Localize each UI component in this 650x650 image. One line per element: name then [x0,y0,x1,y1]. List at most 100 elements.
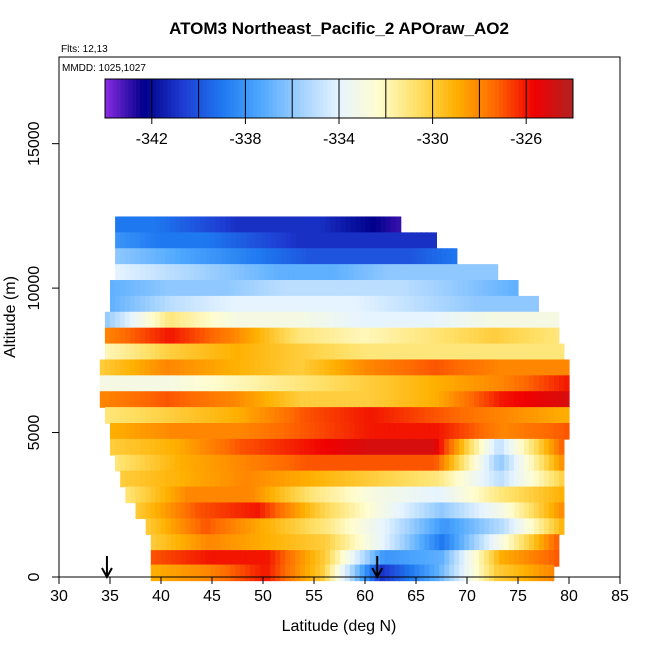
heatmap-cell-r2-52 [376,248,383,265]
heatmap-cell-r15-24 [234,454,241,472]
heatmap-cell-r19-48 [384,518,391,535]
heatmap-cell-r20-48 [389,534,396,551]
heatmap-cell-r9-92 [559,359,565,377]
heatmap-cell-r20-28 [290,534,296,551]
heatmap-cell-r1-59 [411,232,417,249]
heatmap-cell-r13-6 [139,423,146,440]
heatmap-cell-r11-64 [419,391,425,408]
heatmap-cell-r2-48 [356,248,362,265]
heatmap-cell-r11-86 [529,391,535,408]
heatmap-cell-r9-22 [209,359,216,377]
heatmap-cell-r12-17 [189,407,196,424]
heatmap-cell-r3-12 [174,264,181,281]
colorbar-segment [483,79,488,118]
heatmap-cell-r8-73 [469,343,475,361]
colorbar-segment [136,79,141,118]
heatmap-cell-r15-63 [429,454,435,472]
colorbar-segment [428,79,434,118]
heatmap-cell-r14-49 [354,438,360,456]
heatmap-cell-r6-33 [269,311,276,329]
heatmap-cell-r13-75 [484,423,490,440]
heatmap-cell-r5-26 [239,295,246,313]
heatmap-cell-r5-67 [443,295,450,313]
heatmap-cell-r20-12 [210,534,217,551]
heatmap-cell-r21-53 [414,550,421,567]
heatmap-cell-r20-47 [384,534,391,551]
heatmap-cell-r14-5 [134,438,141,456]
heatmap-cell-r6-63 [419,311,425,329]
heatmap-cell-r13-31 [264,423,271,440]
heatmap-cell-r10-50 [349,375,355,392]
heatmap-cell-r9-16 [179,359,186,377]
heatmap-cell-r12-8 [144,407,151,424]
heatmap-cell-r3-16 [194,264,201,281]
heatmap-cell-r10-22 [209,375,216,392]
heatmap-cell-r3-7 [149,264,156,281]
heatmap-cell-r6-19 [199,311,206,329]
heatmap-cell-r12-0 [104,407,111,424]
heatmap-cell-r11-74 [469,391,475,408]
heatmap-cell-r9-56 [379,359,385,377]
heatmap-cell-r22-20 [250,564,256,582]
heatmap-cell-r3-4 [134,264,141,281]
heatmap-cell-r6-52 [364,311,370,329]
colorbar-segment [206,79,211,118]
heatmap-cell-r1-4 [135,232,141,249]
heatmap-cell-r19-19 [240,518,246,535]
heatmap-cell-r4-25 [234,280,240,297]
heatmap-cell-r2-3 [130,248,136,265]
heatmap-cell-r17-7 [160,486,166,504]
heatmap-cell-r22-2 [160,564,167,582]
heatmap-cell-r3-37 [298,264,305,281]
colorbar-segment [194,79,200,118]
heatmap-cell-r11-87 [534,391,540,408]
colorbar-segment [350,79,356,118]
heatmap-cell-r1-22 [225,232,232,249]
heatmap-cell-r18-20 [235,502,241,520]
heatmap-cell-r18-68 [474,502,480,520]
heatmap-cell-r5-64 [428,295,435,313]
heatmap-cell-r8-33 [269,343,276,361]
heatmap-cell-r7-84 [523,327,530,345]
heatmap-cell-r4-41 [314,280,320,297]
heatmap-cell-r10-58 [389,375,395,392]
heatmap-cell-r8-91 [558,343,565,361]
heatmap-cell-r11-26 [229,391,236,408]
heatmap-cell-r16-82 [529,470,535,488]
x-tick-label: 85 [611,588,629,605]
heatmap-cell-r17-86 [553,486,560,504]
heatmap-cell-r17-51 [379,486,386,504]
heatmap-cell-r5-9 [154,295,161,313]
heatmap-cell-r12-25 [229,407,236,424]
heatmap-cell-r19-56 [424,518,431,535]
heatmap-cell-r11-33 [264,391,271,408]
heatmap-cell-r6-43 [319,311,325,329]
heatmap-cell-r12-11 [159,407,166,424]
heatmap-cell-r15-89 [558,454,565,472]
heatmap-cell-r18-42 [344,502,351,520]
heatmap-cell-r12-13 [169,407,176,424]
heatmap-cell-r16-61 [424,470,430,488]
heatmap-cell-r7-72 [464,327,470,345]
heatmap-cell-r15-36 [294,454,301,472]
heatmap-cell-r21-69 [494,550,500,567]
heatmap-cell-r18-47 [369,502,376,520]
heatmap-cell-r0-34 [285,216,292,234]
heatmap-cell-r22-14 [220,564,227,582]
heatmap-cell-r6-21 [209,311,216,329]
heatmap-cell-r7-60 [404,327,410,345]
heatmap-cell-r8-22 [214,343,221,361]
heatmap-cell-r3-53 [378,264,384,281]
heatmap-cell-r15-26 [244,454,251,472]
colorbar-segment [233,79,239,118]
colorbar-segment [128,79,133,118]
heatmap-cell-r15-11 [169,454,176,472]
colorbar-segment [366,79,371,118]
heatmap-cell-r12-58 [394,407,400,424]
heatmap-cell-r17-69 [469,486,475,504]
heatmap-cell-r4-46 [338,280,345,297]
heatmap-cell-r9-4 [119,359,126,377]
heatmap-cell-r12-55 [379,407,385,424]
heatmap-cell-r0-39 [310,216,317,234]
heatmap-cell-r4-50 [358,280,365,297]
